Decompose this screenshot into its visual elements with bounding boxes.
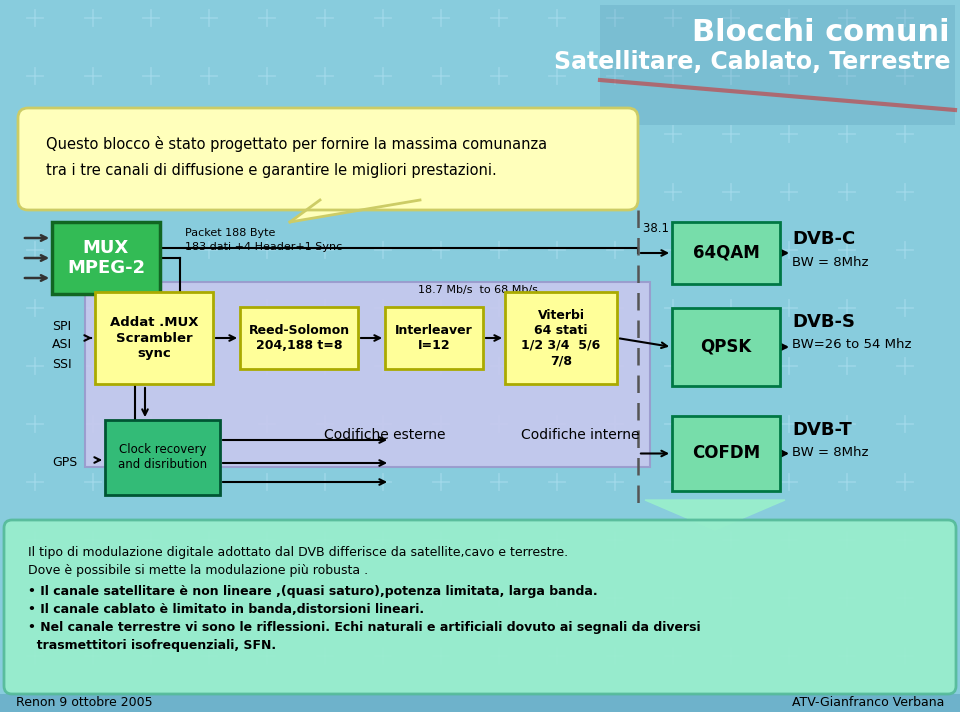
Text: Dove è possibile si mette la modulazione più robusta .: Dove è possibile si mette la modulazione… [28,564,368,577]
Text: Addat .MUX
Scrambler
sync: Addat .MUX Scrambler sync [109,317,199,360]
Text: 18.7 Mb/s  to 68 Mb/s: 18.7 Mb/s to 68 Mb/s [418,285,538,295]
FancyBboxPatch shape [672,222,780,284]
FancyBboxPatch shape [385,307,483,369]
Text: 64QAM: 64QAM [692,244,759,262]
Text: QPSK: QPSK [701,338,752,356]
FancyBboxPatch shape [95,292,213,384]
Text: COFDM: COFDM [692,444,760,463]
FancyBboxPatch shape [672,416,780,491]
Text: Reed-Solomon
204,188 t=8: Reed-Solomon 204,188 t=8 [249,324,349,352]
Text: BW = 8Mhz: BW = 8Mhz [792,256,869,269]
Text: trasmettitori isofrequenziali, SFN.: trasmettitori isofrequenziali, SFN. [28,639,276,652]
Text: ATV-Gianfranco Verbana: ATV-Gianfranco Verbana [792,696,944,709]
FancyBboxPatch shape [0,694,960,712]
Text: DVB-C: DVB-C [792,230,855,248]
Text: • Il canale cablato è limitato in banda,distorsioni lineari.: • Il canale cablato è limitato in banda,… [28,603,424,616]
FancyBboxPatch shape [105,420,220,495]
Text: SPI
ASI
SSI: SPI ASI SSI [52,320,72,370]
Text: Blocchi comuni: Blocchi comuni [692,18,950,47]
Text: Clock recovery
and disribution: Clock recovery and disribution [118,444,207,471]
Text: tra i tre canali di diffusione e garantire le migliori prestazioni.: tra i tre canali di diffusione e garanti… [46,162,496,177]
FancyBboxPatch shape [505,292,617,384]
Text: DVB-S: DVB-S [792,313,855,331]
FancyBboxPatch shape [672,308,780,386]
Text: • Nel canale terrestre vi sono le riflessioni. Echi naturali e artificiali dovut: • Nel canale terrestre vi sono le rifles… [28,621,701,634]
FancyBboxPatch shape [18,108,638,210]
Text: Interleaver
I=12: Interleaver I=12 [396,324,473,352]
FancyBboxPatch shape [52,222,160,294]
Text: GPS: GPS [52,456,77,468]
Text: DVB-T: DVB-T [792,421,852,439]
FancyBboxPatch shape [600,5,955,125]
Text: MUX
MPEG-2: MUX MPEG-2 [67,239,145,278]
Text: 38.1 Mb/s: 38.1 Mb/s [643,221,701,234]
Text: BW=26 to 54 Mhz: BW=26 to 54 Mhz [792,338,911,351]
Text: Renon 9 ottobre 2005: Renon 9 ottobre 2005 [16,696,153,709]
FancyBboxPatch shape [0,0,960,712]
Text: Satellitare, Cablato, Terrestre: Satellitare, Cablato, Terrestre [554,50,950,74]
Text: Questo blocco è stato progettato per fornire la massima comunanza: Questo blocco è stato progettato per for… [46,136,547,152]
Text: Codifiche interne: Codifiche interne [520,428,639,442]
FancyBboxPatch shape [85,282,650,467]
Text: 183 dati +4 Header+1 Sync: 183 dati +4 Header+1 Sync [185,242,343,252]
Text: • Il canale satellitare è non lineare ,(quasi saturo),potenza limitata, larga ba: • Il canale satellitare è non lineare ,(… [28,585,598,598]
Polygon shape [290,200,420,222]
Text: Codifiche esterne: Codifiche esterne [324,428,445,442]
Text: Il tipo di modulazione digitale adottato dal DVB differisce da satellite,cavo e : Il tipo di modulazione digitale adottato… [28,546,568,559]
FancyBboxPatch shape [240,307,358,369]
Text: BW = 8Mhz: BW = 8Mhz [792,446,869,459]
FancyBboxPatch shape [4,520,956,694]
Text: Viterbi
64 stati
1/2 3/4  5/6
7/8: Viterbi 64 stati 1/2 3/4 5/6 7/8 [521,309,601,367]
Polygon shape [645,500,785,530]
Text: Packet 188 Byte: Packet 188 Byte [185,228,276,238]
